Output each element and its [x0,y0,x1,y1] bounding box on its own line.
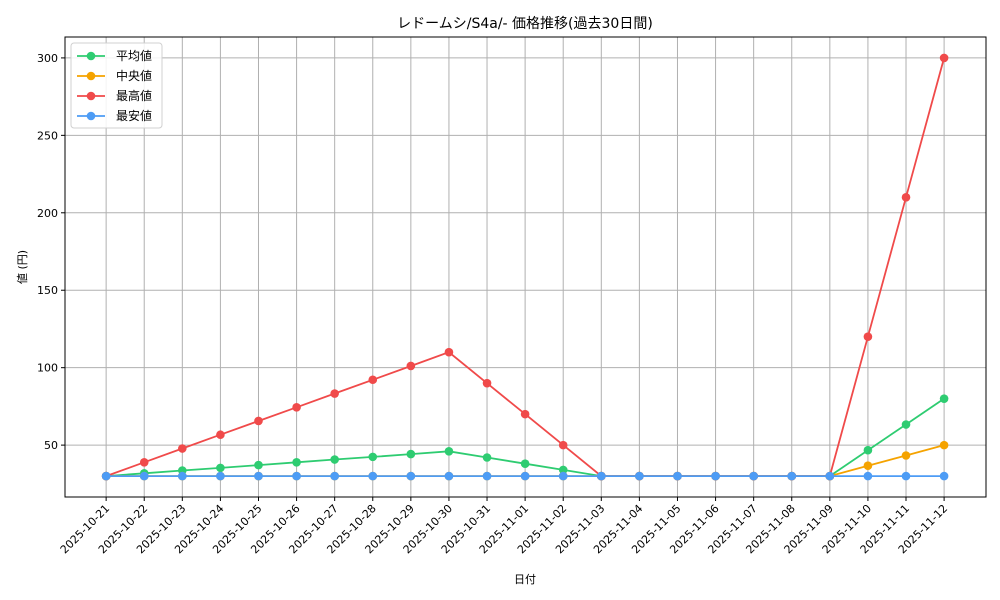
grid-lines [65,37,986,497]
chart-title: レドームシ/S4a/- 価格推移(過去30日間) [397,16,653,32]
legend-marker [86,91,96,101]
data-point [178,471,187,481]
data-point [101,471,111,481]
data-point [596,471,606,481]
data-point [787,471,797,481]
data-point [635,471,644,481]
data-point [254,460,263,470]
legend-marker [86,111,96,121]
data-point [901,451,911,460]
data-point [939,471,949,481]
data-point [178,444,187,453]
data-point [711,471,720,481]
data-point [863,332,873,341]
y-tick-label: 250 [37,129,58,142]
y-tick-label: 300 [37,52,58,65]
data-point [330,389,339,398]
data-point [901,471,911,481]
data-point [939,53,949,63]
data-point [406,471,416,481]
data-point [520,409,530,419]
data-point [520,471,530,481]
data-point [825,471,835,481]
data-point [558,471,568,481]
data-point [292,403,301,412]
data-point [863,445,873,455]
legend-marker [86,71,96,81]
data-point [216,463,225,473]
y-axis-label: 値 (円) [16,250,29,284]
data-point [673,471,682,481]
data-point [482,453,492,462]
data-point [368,471,378,481]
data-series [101,53,949,481]
legend-label: 最高値 [116,88,152,103]
data-point [216,430,225,440]
data-point [444,447,454,456]
data-point [749,471,758,481]
y-tick-label: 50 [44,439,58,452]
data-point [254,416,263,426]
data-point [292,471,301,481]
data-point [863,471,873,481]
data-point [558,465,568,475]
data-point [330,455,339,464]
data-point [482,378,492,388]
y-tick-label: 100 [37,362,58,375]
legend-label: 中央値 [116,68,152,83]
series-3 [101,471,949,481]
legend-label: 最安値 [116,108,152,123]
data-point [139,471,149,481]
data-point [406,361,416,371]
data-point [482,471,492,481]
data-point [216,471,225,481]
legend-box [70,42,163,129]
data-point [901,193,911,202]
data-point [444,347,454,357]
y-tick-label: 200 [37,207,58,220]
data-point [292,458,301,467]
legend-marker [86,51,96,61]
legend-label: 平均値 [116,48,152,63]
data-point [558,440,568,450]
y-axis-ticks: 50 100 150 200 250 300 [37,52,65,452]
x-axis-ticks: 2025-10-212025-10-222025-10-232025-10-24… [58,497,950,556]
y-tick-label: 150 [37,284,58,297]
data-point [901,420,911,429]
data-point [139,458,149,467]
data-point [444,471,454,481]
data-point [368,375,378,385]
data-point [863,461,873,471]
data-point [368,452,378,462]
data-point [406,449,416,459]
data-point [520,459,530,469]
x-axis-label: 日付 [514,573,536,586]
data-point [939,394,949,403]
data-point [939,440,949,450]
data-point [254,471,263,481]
data-point [330,471,339,481]
